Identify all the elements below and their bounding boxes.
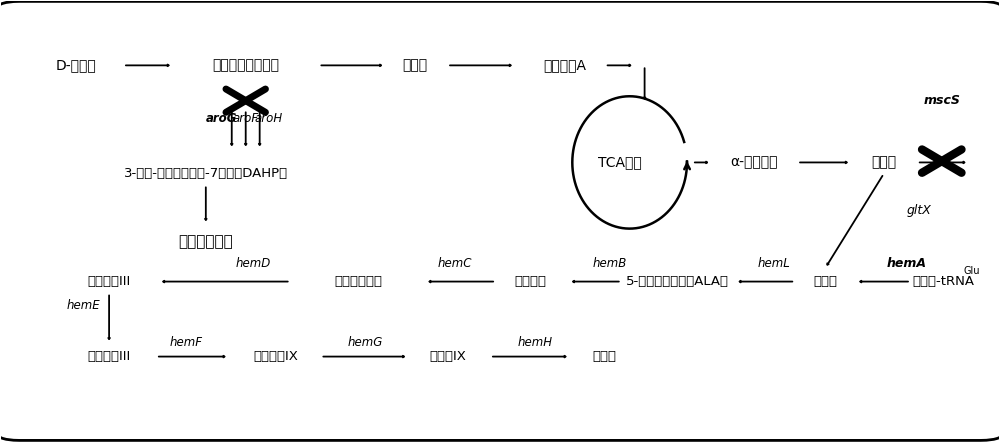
- Text: aroG: aroG: [206, 112, 237, 125]
- Text: 芳香族氨基酸: 芳香族氨基酸: [178, 234, 233, 250]
- Text: hemA: hemA: [887, 258, 927, 270]
- Text: 谷氨酸: 谷氨酸: [871, 155, 896, 170]
- Text: 血红素: 血红素: [593, 350, 617, 363]
- Text: 磷酸烯醇式丙酮酸: 磷酸烯醇式丙酮酸: [212, 58, 279, 72]
- Text: aroH: aroH: [255, 112, 283, 125]
- Text: mscS: mscS: [923, 94, 960, 107]
- Text: hemF: hemF: [169, 336, 202, 349]
- Text: 5-氨基乙酰丙酸（ALA）: 5-氨基乙酰丙酸（ALA）: [626, 275, 729, 288]
- Text: aroF: aroF: [233, 112, 259, 125]
- Text: TCA循环: TCA循环: [598, 155, 642, 170]
- Text: D-葡萄糖: D-葡萄糖: [56, 58, 97, 72]
- Text: 原卟啉原IX: 原卟啉原IX: [253, 350, 298, 363]
- Text: hemD: hemD: [236, 258, 271, 270]
- Text: 3-脱氢-阿拉伯庚酮糖-7磷酸（DAHP）: 3-脱氢-阿拉伯庚酮糖-7磷酸（DAHP）: [124, 167, 288, 180]
- Text: hemH: hemH: [517, 336, 552, 349]
- Text: hemE: hemE: [66, 299, 100, 312]
- Text: Glu: Glu: [963, 266, 980, 276]
- Text: 尿卟啉原III: 尿卟啉原III: [87, 275, 131, 288]
- Text: 粪卟啉原III: 粪卟啉原III: [87, 350, 131, 363]
- Text: 谷氨酸: 谷氨酸: [813, 275, 837, 288]
- Text: 乙酰辅酶A: 乙酰辅酶A: [543, 58, 586, 72]
- Text: hemB: hemB: [593, 258, 627, 270]
- Text: 谷氨酸-tRNA: 谷氨酸-tRNA: [913, 275, 975, 288]
- Text: α-酮戊二酸: α-酮戊二酸: [731, 155, 778, 170]
- Text: hemL: hemL: [758, 258, 791, 270]
- Text: hemC: hemC: [438, 258, 472, 270]
- Text: 羟甲基胆色烷: 羟甲基胆色烷: [334, 275, 382, 288]
- Text: hemG: hemG: [348, 336, 383, 349]
- Text: 胆色素原: 胆色素原: [514, 275, 546, 288]
- Text: 丙酮酸: 丙酮酸: [403, 58, 428, 72]
- Text: 原卟啉IX: 原卟啉IX: [430, 350, 467, 363]
- Text: gltX: gltX: [906, 205, 931, 218]
